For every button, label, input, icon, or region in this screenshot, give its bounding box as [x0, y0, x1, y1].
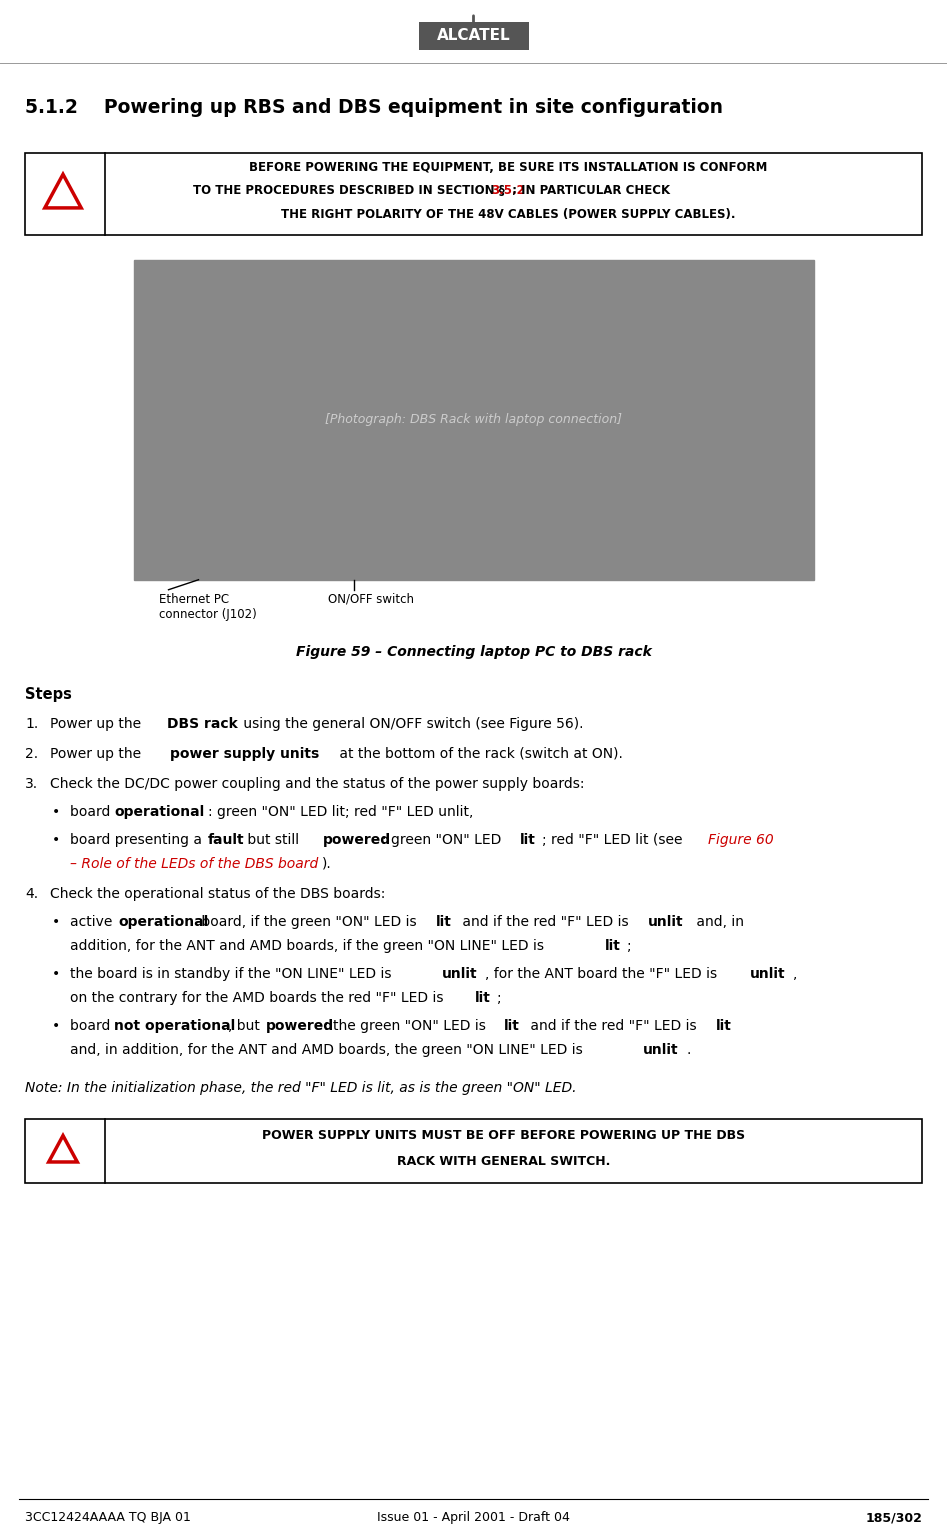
- Text: lit: lit: [436, 915, 452, 929]
- Text: – Role of the LEDs of the DBS board: – Role of the LEDs of the DBS board: [70, 857, 318, 871]
- FancyBboxPatch shape: [25, 153, 922, 235]
- Text: 3.5.2: 3.5.2: [491, 185, 526, 197]
- Text: Ethernet PC
connector (J102): Ethernet PC connector (J102): [158, 593, 257, 620]
- Text: 1.: 1.: [25, 717, 38, 730]
- Text: unlit: unlit: [442, 967, 477, 981]
- Text: •: •: [52, 967, 61, 981]
- Text: lit: lit: [520, 833, 536, 847]
- Text: DBS rack: DBS rack: [167, 717, 238, 730]
- Text: 3.: 3.: [25, 776, 38, 790]
- Text: ,: ,: [793, 967, 797, 981]
- Text: THE RIGHT POLARITY OF THE 48V CABLES (POWER SUPPLY CABLES).: THE RIGHT POLARITY OF THE 48V CABLES (PO…: [281, 208, 736, 222]
- Text: Note: In the initialization phase, the red "F" LED is lit, as is the green "ON" : Note: In the initialization phase, the r…: [25, 1080, 577, 1094]
- Text: lit: lit: [475, 990, 491, 1004]
- Text: RACK WITH GENERAL SWITCH.: RACK WITH GENERAL SWITCH.: [397, 1155, 610, 1167]
- Text: 185/302: 185/302: [866, 1511, 922, 1525]
- Text: the board is in standby if the "ON LINE" LED is: the board is in standby if the "ON LINE"…: [70, 967, 396, 981]
- Text: board, if the green "ON" LED is: board, if the green "ON" LED is: [197, 915, 421, 929]
- Text: .: .: [686, 1042, 690, 1056]
- Text: board: board: [70, 1019, 115, 1033]
- Text: unlit: unlit: [643, 1042, 679, 1056]
- Text: and, in: and, in: [692, 915, 744, 929]
- Text: using the general ON/OFF switch (see Figure 56).: using the general ON/OFF switch (see Fig…: [239, 717, 583, 730]
- Text: ;: ;: [497, 990, 502, 1004]
- Text: ON/OFF switch: ON/OFF switch: [329, 593, 415, 605]
- Text: •: •: [52, 1019, 61, 1033]
- Text: ;: ;: [627, 938, 632, 952]
- Text: 4.: 4.: [25, 886, 38, 900]
- Text: and, in addition, for the ANT and AMD boards, the green "ON LINE" LED is: and, in addition, for the ANT and AMD bo…: [70, 1042, 587, 1056]
- Text: : the green "ON" LED is: : the green "ON" LED is: [324, 1019, 491, 1033]
- Text: , but: , but: [228, 1019, 264, 1033]
- Text: Figure 60: Figure 60: [708, 833, 774, 847]
- Text: : green "ON" LED lit; red "F" LED unlit,: : green "ON" LED lit; red "F" LED unlit,: [208, 805, 474, 819]
- Text: 5.1.2    Powering up RBS and DBS equipment in site configuration: 5.1.2 Powering up RBS and DBS equipment …: [25, 98, 723, 118]
- Text: on the contrary for the AMD boards the red "F" LED is: on the contrary for the AMD boards the r…: [70, 990, 448, 1004]
- Text: powered: powered: [323, 833, 391, 847]
- Text: : green "ON" LED: : green "ON" LED: [382, 833, 506, 847]
- Text: TO THE PROCEDURES DESCRIBED IN SECTION §: TO THE PROCEDURES DESCRIBED IN SECTION §: [192, 185, 509, 197]
- Text: •: •: [52, 915, 61, 929]
- Text: lit: lit: [716, 1019, 732, 1033]
- Text: Power up the: Power up the: [50, 717, 146, 730]
- Text: 3CC12424AAAA TQ BJA 01: 3CC12424AAAA TQ BJA 01: [25, 1511, 191, 1525]
- Text: unlit: unlit: [648, 915, 684, 929]
- Text: Power up the: Power up the: [50, 747, 146, 761]
- Text: lit: lit: [504, 1019, 520, 1033]
- Text: Figure 59 – Connecting laptop PC to DBS rack: Figure 59 – Connecting laptop PC to DBS …: [295, 645, 652, 659]
- Text: ; red "F" LED lit (see: ; red "F" LED lit (see: [542, 833, 687, 847]
- Text: and if the red "F" LED is: and if the red "F" LED is: [526, 1019, 701, 1033]
- Text: but still: but still: [243, 833, 303, 847]
- Text: ALCATEL: ALCATEL: [437, 29, 510, 43]
- Text: 2.: 2.: [25, 747, 38, 761]
- Text: fault: fault: [208, 833, 244, 847]
- Text: •: •: [52, 805, 61, 819]
- Text: at the bottom of the rack (switch at ON).: at the bottom of the rack (switch at ON)…: [335, 747, 623, 761]
- Text: Steps: Steps: [25, 686, 72, 701]
- Text: , for the ANT board the "F" LED is: , for the ANT board the "F" LED is: [485, 967, 722, 981]
- Text: ; IN PARTICULAR CHECK: ; IN PARTICULAR CHECK: [509, 185, 670, 197]
- Text: power supply units: power supply units: [170, 747, 319, 761]
- Text: ).: ).: [322, 857, 331, 871]
- Text: board: board: [70, 805, 115, 819]
- Text: lit: lit: [605, 938, 621, 952]
- Text: •: •: [52, 833, 61, 847]
- FancyBboxPatch shape: [25, 1118, 922, 1184]
- Text: [Photograph: DBS Rack with laptop connection]: [Photograph: DBS Rack with laptop connec…: [325, 413, 622, 426]
- Text: operational: operational: [118, 915, 208, 929]
- Text: active: active: [70, 915, 116, 929]
- FancyBboxPatch shape: [134, 260, 813, 579]
- Text: powered: powered: [266, 1019, 334, 1033]
- Text: BEFORE POWERING THE EQUIPMENT, BE SURE ITS INSTALLATION IS CONFORM: BEFORE POWERING THE EQUIPMENT, BE SURE I…: [249, 162, 768, 174]
- Text: unlit: unlit: [750, 967, 786, 981]
- Text: and if the red "F" LED is: and if the red "F" LED is: [458, 915, 633, 929]
- Text: board presenting a: board presenting a: [70, 833, 206, 847]
- Text: not operational: not operational: [114, 1019, 235, 1033]
- Text: operational: operational: [114, 805, 205, 819]
- Text: Issue 01 - April 2001 - Draft 04: Issue 01 - April 2001 - Draft 04: [377, 1511, 570, 1525]
- FancyBboxPatch shape: [419, 21, 528, 50]
- Text: POWER SUPPLY UNITS MUST BE OFF BEFORE POWERING UP THE DBS: POWER SUPPLY UNITS MUST BE OFF BEFORE PO…: [262, 1129, 745, 1141]
- Text: addition, for the ANT and AMD boards, if the green "ON LINE" LED is: addition, for the ANT and AMD boards, if…: [70, 938, 548, 952]
- Text: Check the operational status of the DBS boards:: Check the operational status of the DBS …: [50, 886, 385, 900]
- Text: Check the DC/DC power coupling and the status of the power supply boards:: Check the DC/DC power coupling and the s…: [50, 776, 584, 790]
